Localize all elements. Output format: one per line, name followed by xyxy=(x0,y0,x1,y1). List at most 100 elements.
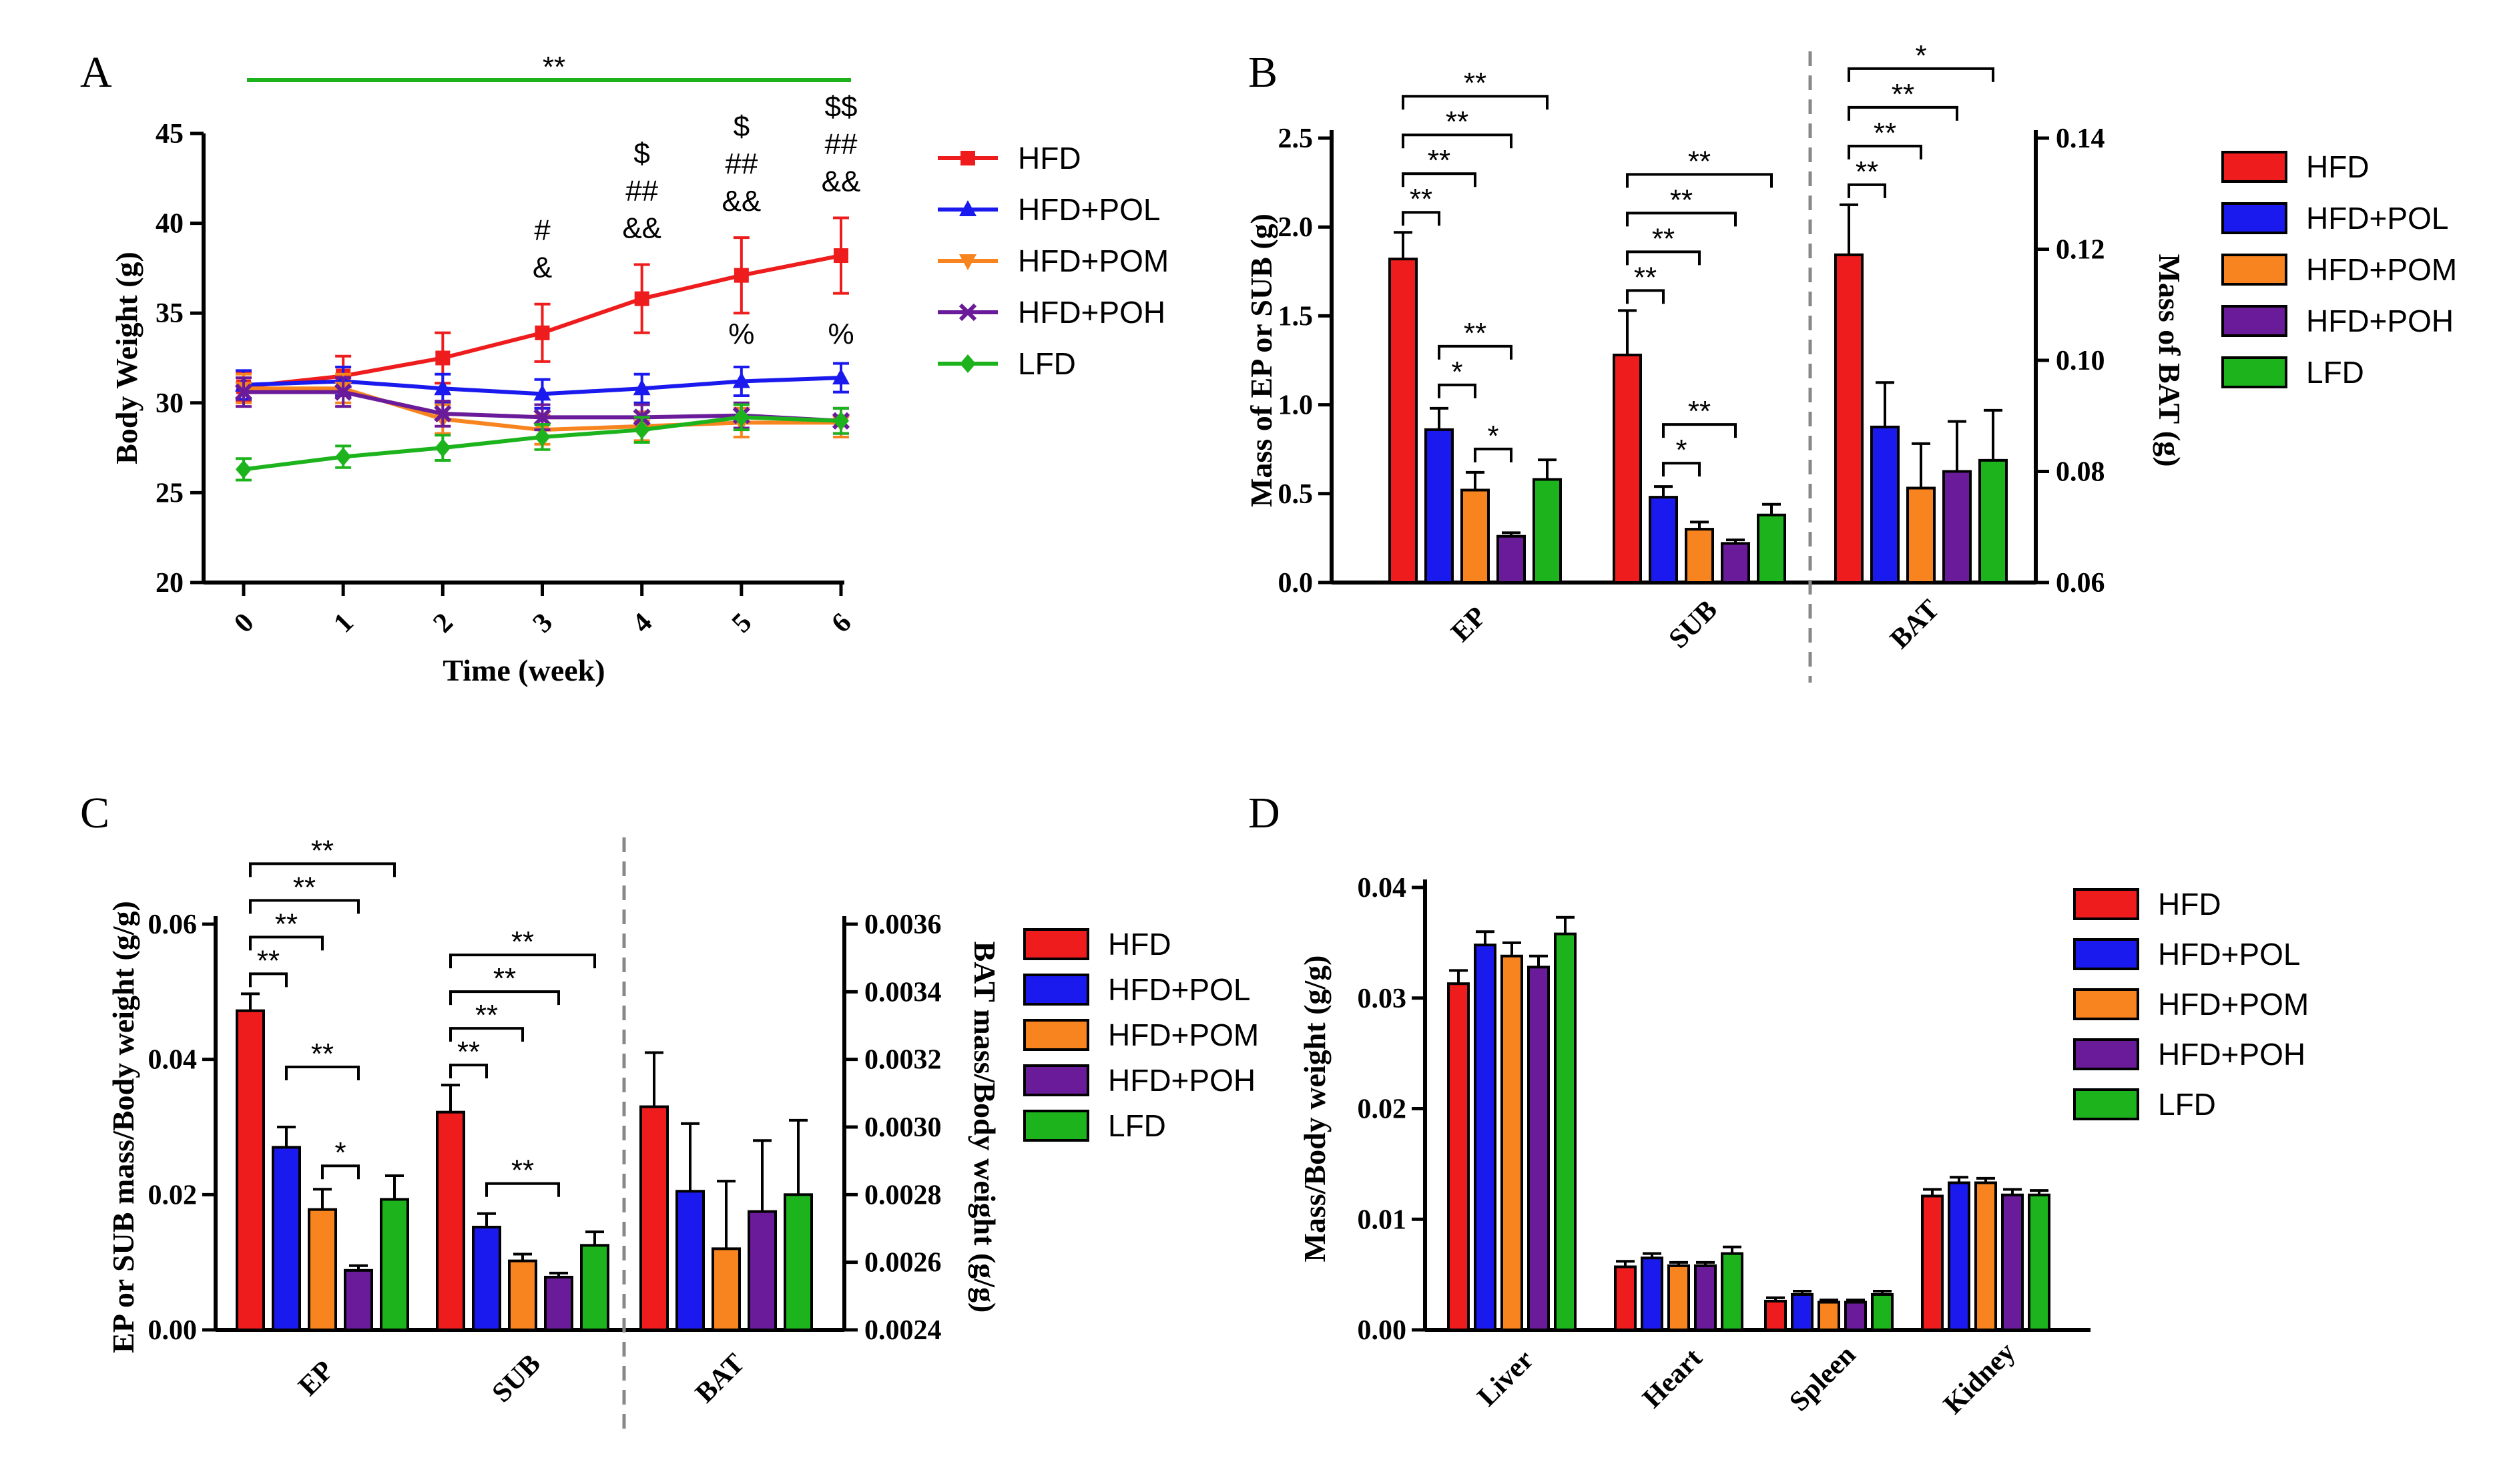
b-bracket xyxy=(1626,212,1737,227)
c-bar xyxy=(344,1268,373,1331)
c-bar xyxy=(472,1225,501,1332)
a-legend-label: HFD+POH xyxy=(1018,295,1165,330)
b-y2-axis-title: Mass of BAT (g) xyxy=(2153,254,2187,466)
b-ytick-label: 2.5 xyxy=(1278,123,1314,154)
d-bar xyxy=(1474,944,1496,1331)
c-legend-label: LFD xyxy=(1108,1108,1166,1143)
a-point xyxy=(434,404,452,423)
b-bracket xyxy=(1848,183,1886,198)
b-panel-label: B xyxy=(1248,48,1278,97)
d-legend-label: HFD xyxy=(2158,887,2221,921)
b-y2tick-label: 0.12 xyxy=(2056,235,2105,266)
d-legend-label: HFD+POM xyxy=(2158,987,2309,1022)
c-bracket-label: ** xyxy=(457,1036,480,1068)
a-point xyxy=(534,427,551,446)
a-xtick-label: 2 xyxy=(427,607,459,639)
d-y-axis-title: Mass/Body weight (g/g) xyxy=(1298,956,1332,1262)
a-xtick-label: 6 xyxy=(826,607,857,639)
d-ytick-label: 0.00 xyxy=(1358,1315,1407,1346)
a-y-axis-title: Body Weight (g) xyxy=(109,252,144,464)
a-point xyxy=(234,383,253,401)
c-y2tick-label: 0.0032 xyxy=(864,1045,942,1076)
a-legend-marker xyxy=(960,151,975,165)
b-bracket-label: ** xyxy=(1652,222,1675,255)
b-bar xyxy=(1424,428,1454,584)
a-point xyxy=(535,325,550,340)
panel-label-a: A xyxy=(80,48,112,97)
c-ytick-label: 0.02 xyxy=(148,1180,198,1210)
a-top-bar-label: ** xyxy=(543,51,565,83)
c-bar xyxy=(580,1244,609,1332)
d-legend-label: HFD+POH xyxy=(2158,1037,2305,1072)
b-legend-swatch xyxy=(2221,356,2287,388)
d-category-label: Heart xyxy=(1637,1343,1708,1414)
c-ytick-label: 0.04 xyxy=(148,1045,198,1076)
a-ytick-label: 40 xyxy=(156,209,184,240)
a-xtick-label: 1 xyxy=(328,607,359,639)
c-legend-swatch xyxy=(1023,1064,1089,1096)
a-point xyxy=(435,438,451,458)
a-xtick-label: 0 xyxy=(228,607,260,639)
c-bar xyxy=(712,1247,741,1332)
c-bar xyxy=(436,1110,465,1331)
b-bracket xyxy=(1626,250,1701,266)
a-point xyxy=(633,379,651,396)
c-bar xyxy=(308,1208,337,1332)
d-ytick-label: 0.01 xyxy=(1358,1204,1407,1235)
a-legend-label: HFD xyxy=(1018,141,1081,175)
a-point xyxy=(734,268,749,283)
a-legend-label: HFD+POM xyxy=(1018,244,1169,278)
a-point xyxy=(533,408,551,426)
b-ytick-label: 0.0 xyxy=(1278,568,1314,599)
a-point xyxy=(634,291,649,306)
b-bar xyxy=(1834,253,1864,584)
b-bracket xyxy=(1662,462,1701,477)
b-category-label: SUB xyxy=(1663,595,1723,655)
c-bracket xyxy=(285,1066,360,1080)
c-bar xyxy=(639,1105,669,1331)
b-ytick-label: 1.0 xyxy=(1278,390,1314,421)
b-bracket xyxy=(1402,95,1549,110)
d-bar xyxy=(1614,1265,1637,1331)
d-ytick-label: 0.03 xyxy=(1358,984,1407,1014)
a-point xyxy=(533,384,551,401)
a-point xyxy=(334,383,352,401)
b-bracket-label: ** xyxy=(1428,144,1450,177)
c-bracket xyxy=(485,1182,560,1197)
c-bracket xyxy=(249,972,288,988)
b-bracket-label: ** xyxy=(1688,395,1711,428)
a-annotation: ## xyxy=(825,128,858,161)
d-bar xyxy=(2001,1193,2024,1332)
c-bar xyxy=(675,1190,705,1332)
c-bracket xyxy=(249,899,360,914)
a-point xyxy=(732,372,750,388)
c-bracket-label: ** xyxy=(511,1154,534,1187)
c-legend-label: HFD xyxy=(1108,927,1171,962)
d-bar xyxy=(1527,966,1550,1331)
a-point xyxy=(834,248,848,264)
a-xtick-label: 3 xyxy=(527,607,559,639)
b-legend-label: LFD xyxy=(2306,355,2364,390)
c-bracket-label: ** xyxy=(311,834,334,867)
c-bracket xyxy=(249,862,396,877)
d-bar xyxy=(1641,1256,1663,1331)
b-bracket-label: ** xyxy=(1464,317,1486,350)
b-bar xyxy=(1721,542,1750,585)
c-legend-label: HFD+POH xyxy=(1108,1063,1256,1098)
c-bracket-label: * xyxy=(334,1136,346,1169)
c-ytick-label: 0.06 xyxy=(148,909,198,940)
d-bar xyxy=(1500,954,1523,1331)
a-legend-marker xyxy=(959,200,977,216)
b-y2tick-label: 0.08 xyxy=(2056,457,2105,488)
d-bar xyxy=(1447,982,1470,1331)
c-panel-label: C xyxy=(80,789,109,837)
a-point xyxy=(434,379,452,396)
c-bar xyxy=(544,1275,573,1331)
d-bar xyxy=(2028,1193,2050,1332)
b-bracket xyxy=(1402,133,1512,149)
b-bracket-label: ** xyxy=(1446,105,1468,138)
d-bar xyxy=(1791,1292,1814,1331)
a-xtick-label: 4 xyxy=(627,607,658,639)
b-bar xyxy=(1649,496,1678,584)
